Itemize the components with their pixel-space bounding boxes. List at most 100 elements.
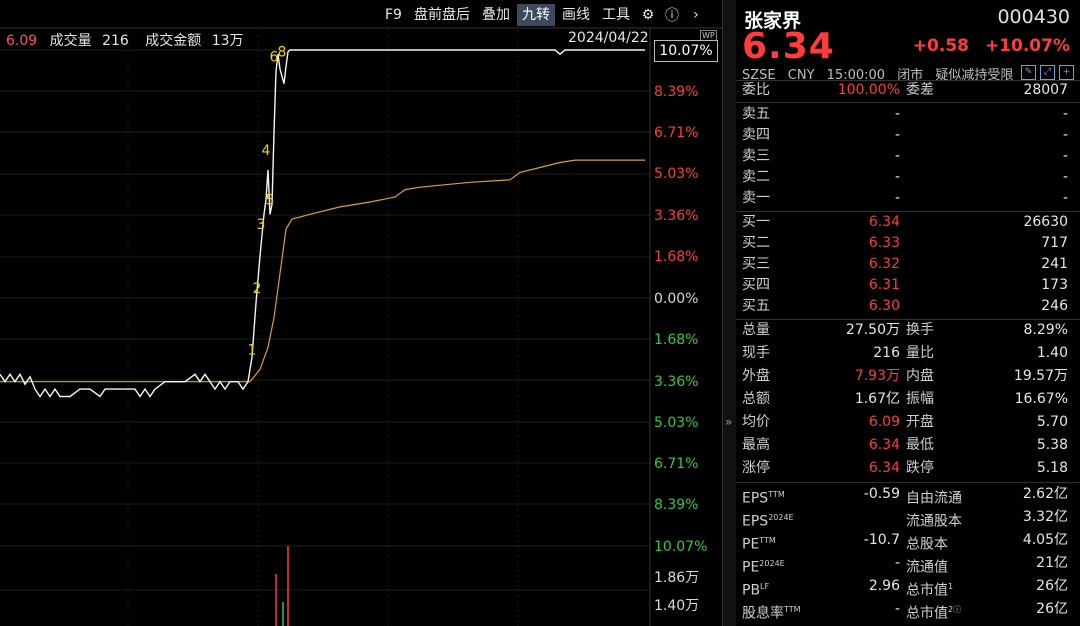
y-axis-tick-label: 5.03%: [654, 415, 699, 431]
nine-turn-label: 2: [253, 281, 262, 297]
buy-row[interactable]: 买二 6.33 717: [736, 233, 1080, 254]
stat-value: 216: [873, 345, 900, 361]
stat-label: 最低: [906, 437, 934, 453]
currency: CNY: [787, 68, 815, 83]
sell-price: -: [894, 148, 900, 164]
y-axis-tick-label: 1.68%: [654, 332, 699, 348]
stat-label: 量比: [906, 345, 934, 361]
y-axis-tick-label: 8.39%: [654, 84, 699, 100]
y-axis-tick-label: 0.00%: [654, 291, 699, 307]
fund-value: 3.32亿: [1022, 509, 1068, 525]
buy-label: 买五: [742, 298, 770, 314]
fundamental-row: EPS2024E 流通股本 3.32亿: [736, 507, 1080, 530]
sell-price: -: [894, 190, 900, 206]
chart-info-line: 6.09 成交量 216 成交金额 13万: [6, 30, 256, 50]
fund-label: PE2024E: [742, 559, 785, 576]
stat-label: 总量: [742, 322, 770, 338]
chart-date: 2024/04/22: [568, 30, 649, 46]
volume-label: 成交量: [49, 33, 92, 49]
fundamental-row: EPSTTM -0.59 自由流通 2.62亿: [736, 484, 1080, 507]
sell-row[interactable]: 卖五 - -: [736, 104, 1080, 125]
chevron-right-icon[interactable]: ›: [693, 7, 699, 23]
fund-value: -0.59: [863, 486, 900, 502]
weibi-value: 100.00%: [837, 82, 900, 98]
chart-canvas[interactable]: 1 2 3 4 5 6 8: [0, 0, 722, 626]
fund-value: 26亿: [1036, 578, 1068, 594]
fund-label: EPS2024E: [742, 513, 794, 530]
buy-price: 6.31: [868, 277, 900, 293]
help-icon[interactable]: ⓘ: [664, 8, 679, 24]
buy-row[interactable]: 买三 6.32 241: [736, 254, 1080, 275]
stat-value: 19.57万: [1013, 368, 1068, 384]
fund-label: PBLF: [742, 582, 770, 599]
toolbar-overlay-button[interactable]: 叠加: [481, 7, 510, 23]
double-chevron-icon[interactable]: »: [725, 415, 733, 429]
y-axis-tick-label: 6.71%: [654, 456, 699, 472]
add-icon[interactable]: +: [1059, 65, 1074, 80]
fund-value: -: [894, 601, 900, 617]
expand-icon[interactable]: ⤢: [1040, 65, 1055, 80]
stat-label: 最高: [742, 437, 770, 453]
change-pct: +10.07%: [984, 36, 1070, 56]
volume-axis-label: 1.86万: [654, 570, 700, 586]
toolbar-premarket-button[interactable]: 盘前盘后: [413, 7, 470, 23]
fund-label: 总市值2ⓘ: [906, 605, 962, 622]
sell-price: -: [894, 169, 900, 185]
nine-turn-label: 4: [262, 143, 271, 159]
edit-icon[interactable]: ✎: [1021, 65, 1036, 80]
fundamental-row: PETTM -10.7 总股本 4.05亿: [736, 530, 1080, 553]
sell-label: 卖二: [742, 169, 770, 185]
stock-code: 000430: [997, 6, 1070, 28]
sell-row[interactable]: 卖二 - -: [736, 167, 1080, 188]
fundamental-row: PE2024E - 流通值 21亿: [736, 553, 1080, 576]
toolbar-nine-turn-button[interactable]: 九转: [516, 4, 555, 26]
fundamental-row: 股息率TTM - 总市值2ⓘ 26亿: [736, 599, 1080, 622]
buy-row[interactable]: 买五 6.30 246: [736, 296, 1080, 317]
stat-value: 5.70: [1036, 414, 1068, 430]
sell-volume: -: [1062, 169, 1068, 185]
gear-icon[interactable]: ⚙: [641, 7, 655, 23]
stat-label: 外盘: [742, 368, 770, 384]
sell-volume: -: [1062, 148, 1068, 164]
divider: [736, 319, 1080, 320]
stat-label: 振幅: [906, 391, 934, 407]
fund-label: 总市值1: [906, 582, 954, 599]
fund-label: 总股本: [906, 536, 948, 553]
weibi-row: 委比 100.00% 委差 28007: [736, 80, 1080, 101]
stat-value: 8.29%: [1023, 322, 1068, 338]
sell-price: -: [894, 106, 900, 122]
nine-turn-label: 5: [266, 192, 275, 208]
exchange: SZSE: [742, 68, 776, 83]
toolbar-tools-button[interactable]: 工具: [601, 7, 630, 23]
sell-row[interactable]: 卖一 - -: [736, 188, 1080, 209]
sell-row[interactable]: 卖四 - -: [736, 125, 1080, 146]
toolbar-f9-button[interactable]: F9: [385, 7, 402, 23]
fund-label: 流通值: [906, 559, 948, 576]
stat-value: 6.09: [868, 414, 900, 430]
buy-row[interactable]: 买四 6.31 173: [736, 275, 1080, 296]
buy-price: 6.32: [868, 256, 900, 272]
weibi-label: 委比: [742, 82, 770, 98]
stats-row: 总额 1.67亿 振幅 16.67%: [736, 389, 1080, 410]
sell-label: 卖一: [742, 190, 770, 206]
current-pct-box: 10.07%: [654, 40, 718, 62]
buy-label: 买一: [742, 214, 770, 230]
sell-row[interactable]: 卖三 - -: [736, 146, 1080, 167]
buy-row[interactable]: 买一 6.34 26630: [736, 212, 1080, 233]
toolbar-draw-button[interactable]: 画线: [561, 7, 590, 23]
avg-price-value: 6.09: [6, 33, 38, 49]
buy-volume: 26630: [1023, 214, 1068, 230]
stock-name: 张家界: [744, 10, 802, 32]
fund-label: 流通股本: [906, 513, 962, 530]
weicha-value: 28007: [1023, 82, 1068, 98]
y-axis-tick-label: 8.39%: [654, 497, 699, 513]
sell-label: 卖三: [742, 148, 770, 164]
change-value: +0.58: [912, 36, 970, 56]
stat-label: 总额: [742, 391, 770, 407]
fund-label: 自由流通: [906, 490, 962, 507]
stat-label: 涨停: [742, 460, 770, 476]
y-axis-tick-label: 6.71%: [654, 125, 699, 141]
amount-value: 13万: [211, 33, 244, 49]
stat-label: 现手: [742, 345, 770, 361]
